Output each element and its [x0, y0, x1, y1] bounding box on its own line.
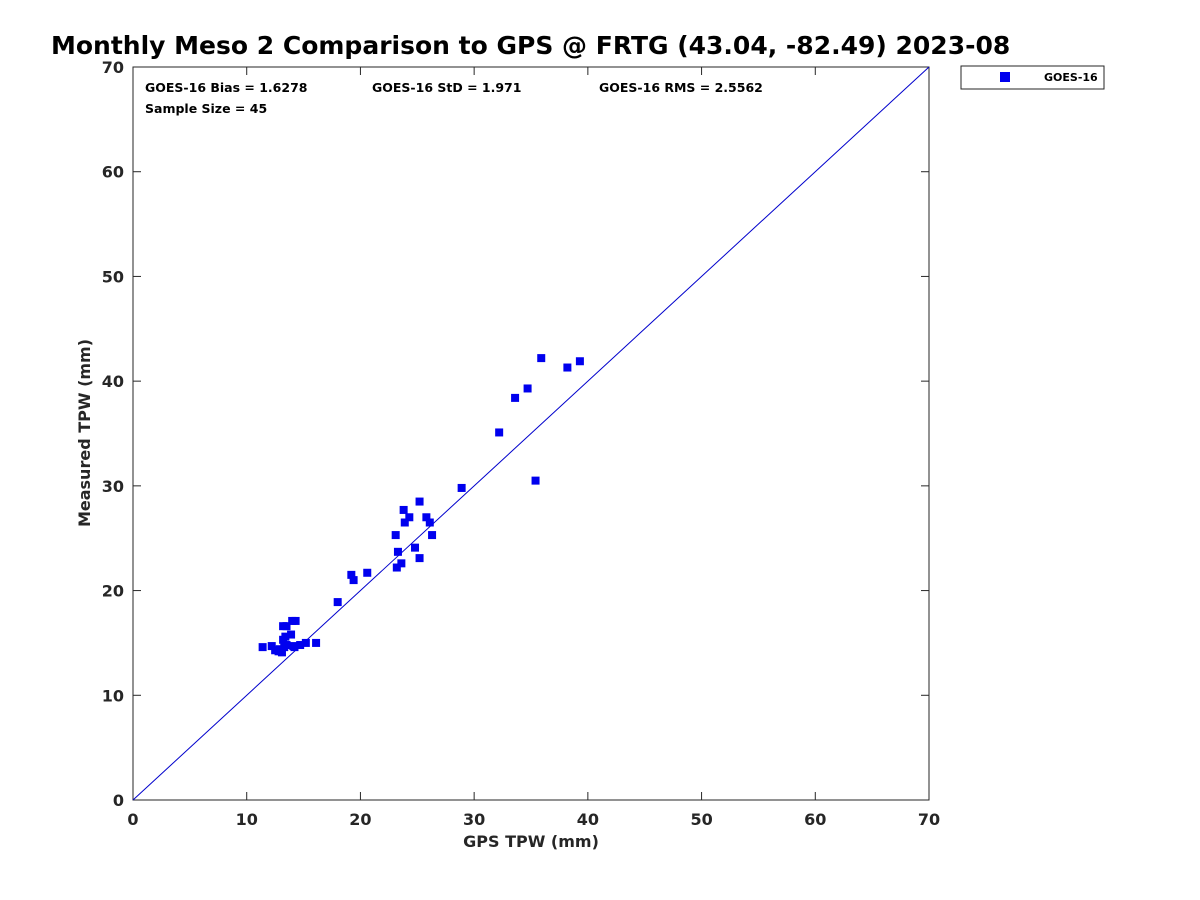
- data-point: [267, 642, 276, 651]
- data-point: [415, 554, 424, 563]
- data-point: [531, 476, 540, 485]
- y-tick-label: 0: [113, 791, 124, 810]
- x-tick-label: 30: [463, 810, 485, 829]
- legend: GOES-16: [960, 65, 1105, 90]
- legend-box: [960, 65, 1105, 90]
- legend-marker-square: [1000, 72, 1010, 82]
- data-point: [411, 543, 420, 552]
- data-point: [428, 531, 437, 540]
- data-point: [289, 642, 298, 651]
- data-point: [392, 563, 401, 572]
- x-tick-label: 20: [349, 810, 371, 829]
- data-point: [425, 518, 434, 527]
- data-point: [511, 393, 520, 402]
- x-tick-label: 70: [918, 810, 940, 829]
- data-point: [563, 363, 572, 372]
- std-stat: GOES-16 StD = 1.971: [372, 80, 521, 95]
- x-tick-label: 40: [577, 810, 599, 829]
- data-point: [495, 428, 504, 437]
- data-point: [312, 638, 321, 647]
- data-point: [333, 598, 342, 607]
- y-tick-label: 10: [102, 686, 124, 705]
- data-point: [282, 641, 291, 650]
- data-point: [281, 632, 290, 641]
- data-point: [415, 497, 424, 506]
- y-tick-label: 30: [102, 477, 124, 496]
- rms-stat: GOES-16 RMS = 2.5562: [599, 80, 763, 95]
- data-point: [537, 354, 546, 363]
- data-point: [258, 643, 267, 652]
- data-point: [363, 568, 372, 577]
- x-tick-label: 0: [127, 810, 138, 829]
- legend-label: GOES-16: [1044, 71, 1098, 84]
- data-point: [397, 559, 406, 568]
- data-point: [275, 645, 284, 654]
- data-point: [405, 513, 414, 522]
- data-point: [575, 357, 584, 366]
- data-point: [349, 576, 358, 585]
- data-point: [393, 547, 402, 556]
- data-point: [291, 616, 300, 625]
- y-tick-label: 40: [102, 372, 124, 391]
- data-point: [399, 505, 408, 514]
- one-to-one-line: [132, 66, 930, 801]
- data-point: [400, 518, 409, 527]
- data-point: [296, 641, 305, 650]
- y-tick-label: 20: [102, 582, 124, 601]
- x-axis: 0 10 20 30 40 50 60 70: [127, 67, 940, 829]
- y-tick-label: 70: [102, 58, 124, 77]
- data-point: [391, 531, 400, 540]
- y-axis: 0 10 20 30 40 50 60 70: [102, 58, 929, 810]
- data-point: [282, 622, 291, 631]
- x-tick-label: 60: [804, 810, 826, 829]
- data-point: [422, 513, 431, 522]
- x-tick-label: 50: [690, 810, 712, 829]
- data-point: [287, 630, 296, 639]
- sample-size-stat: Sample Size = 45: [145, 101, 267, 116]
- data-point: [301, 638, 310, 647]
- data-point: [347, 570, 356, 579]
- y-tick-label: 50: [102, 267, 124, 286]
- data-point: [457, 483, 466, 492]
- x-tick-label: 10: [236, 810, 258, 829]
- data-point: [523, 384, 532, 393]
- chart-title: Monthly Meso 2 Comparison to GPS @ FRTG …: [51, 31, 1010, 60]
- x-axis-label: GPS TPW (mm): [463, 832, 599, 851]
- y-axis-label: Measured TPW (mm): [75, 339, 94, 527]
- bias-stat: GOES-16 Bias = 1.6278: [145, 80, 307, 95]
- y-tick-label: 60: [102, 163, 124, 182]
- data-points: [258, 354, 584, 657]
